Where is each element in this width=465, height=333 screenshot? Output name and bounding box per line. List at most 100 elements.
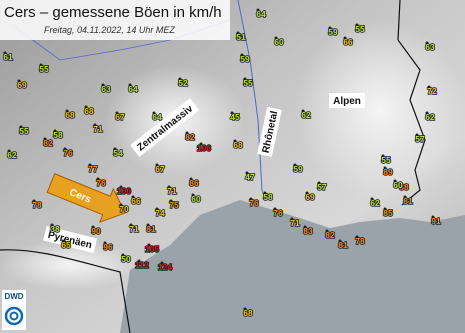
station-dot <box>427 85 431 89</box>
station-dot <box>39 63 43 67</box>
gust-value: 76 <box>96 178 106 188</box>
station-dot <box>425 41 429 45</box>
gust-value: 51 <box>236 32 246 42</box>
station-dot <box>199 142 203 146</box>
station-dot <box>155 163 159 167</box>
gust-value: 90 <box>91 226 101 236</box>
station-dot <box>63 147 67 151</box>
gust-value: 89 <box>383 167 393 177</box>
gust-value: 64 <box>152 112 162 122</box>
station-dot <box>233 139 237 143</box>
gust-value: 47 <box>245 172 255 182</box>
station-dot <box>152 111 156 115</box>
gust-value: 63 <box>425 42 435 52</box>
gust-value: 91 <box>431 216 441 226</box>
station-dot <box>167 185 171 189</box>
gust-value: 71 <box>167 186 177 196</box>
station-dot <box>243 307 247 311</box>
station-dot <box>84 105 88 109</box>
gust-value: 81 <box>403 196 413 206</box>
gust-value: 59 <box>293 164 303 174</box>
gust-value: 66 <box>131 196 141 206</box>
station-dot <box>93 123 97 127</box>
station-dot <box>301 109 305 113</box>
gust-value: 64 <box>256 9 266 19</box>
station-dot <box>290 217 294 221</box>
station-dot <box>256 8 260 12</box>
gust-value: 76 <box>249 198 259 208</box>
gust-value: 55 <box>355 24 365 34</box>
station-dot <box>274 36 278 40</box>
station-dot <box>249 197 253 201</box>
relief <box>0 240 140 290</box>
station-dot <box>101 83 105 87</box>
station-dot <box>415 133 419 137</box>
gust-value: 61 <box>3 52 13 62</box>
station-dot <box>160 261 164 265</box>
station-dot <box>19 125 23 129</box>
station-dot <box>53 129 57 133</box>
station-dot <box>273 207 277 211</box>
gust-value: 83 <box>303 226 313 236</box>
gust-value: 62 <box>425 112 435 122</box>
logo-icon <box>9 311 19 321</box>
logo: DWD <box>4 292 23 301</box>
subtitle: Freitag, 04.11.2022, 14 Uhr MEZ <box>44 25 175 35</box>
gust-value: 55 <box>19 126 29 136</box>
station-dot <box>146 223 150 227</box>
station-dot <box>103 241 107 245</box>
relief <box>295 20 465 200</box>
gust-value: 60 <box>274 37 284 47</box>
gust-value: 59 <box>240 54 250 64</box>
station-dot <box>191 193 195 197</box>
gust-value: 60 <box>191 194 201 204</box>
station-dot <box>370 197 374 201</box>
gust-value: 68 <box>65 110 75 120</box>
station-dot <box>178 77 182 81</box>
gust-value: 57 <box>415 134 425 144</box>
gust-value: 55 <box>243 78 253 88</box>
title-box <box>0 0 230 40</box>
gust-value: 71 <box>129 224 139 234</box>
station-dot <box>61 239 65 243</box>
station-dot <box>393 179 397 183</box>
station-dot <box>355 23 359 27</box>
station-dot <box>303 225 307 229</box>
gust-value: 78 <box>355 236 365 246</box>
station-dot <box>381 154 385 158</box>
station-dot <box>383 166 387 170</box>
gust-value: 75 <box>169 200 179 210</box>
station-dot <box>137 259 141 263</box>
gust-value: 71 <box>290 218 300 228</box>
gust-value: 74 <box>155 208 165 218</box>
gust-value: 100 <box>117 186 131 196</box>
gust-value: 54 <box>113 148 123 158</box>
gust-value: 70 <box>119 204 129 214</box>
station-dot <box>383 207 387 211</box>
station-dot <box>338 239 342 243</box>
gust-value: 106 <box>197 143 211 153</box>
gust-value: 82 <box>325 230 335 240</box>
gust-value: 65 <box>61 240 71 250</box>
gust-value: 68 <box>233 140 243 150</box>
gust-value: 82 <box>185 132 195 142</box>
border <box>0 249 131 333</box>
gust-value: 96 <box>103 242 113 252</box>
station-dot <box>431 215 435 219</box>
gust-value: 67 <box>155 164 165 174</box>
gust-value: 82 <box>43 138 53 148</box>
station-dot <box>128 83 132 87</box>
station-dot <box>185 131 189 135</box>
gust-value: 57 <box>317 182 327 192</box>
region-text: Alpen <box>333 96 361 107</box>
station-dot <box>325 229 329 233</box>
station-dot <box>399 181 403 185</box>
station-dot <box>236 31 240 35</box>
station-dot <box>293 163 297 167</box>
gust-value: 124 <box>158 262 172 272</box>
gust-value: 66 <box>343 37 353 47</box>
station-dot <box>147 243 151 247</box>
gust-value: 86 <box>189 178 199 188</box>
station-dot <box>65 109 69 113</box>
gust-value: 59 <box>328 27 338 37</box>
